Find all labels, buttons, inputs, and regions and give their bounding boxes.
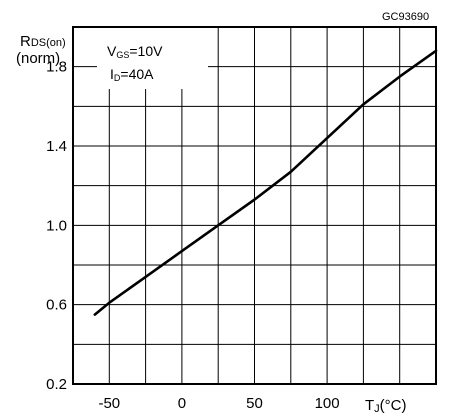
x-tick-label: 100 [315,395,340,412]
condition-vgs: VGS=10V [107,43,163,60]
x-tick-labels: -50 0 50 100 [98,395,339,412]
y-tick-label: 0.2 [46,376,67,393]
conditions-box [97,28,208,89]
condition-id: ID=40A [110,66,154,83]
figure-code: GC93690 [382,11,429,23]
y-axis-label-units: (norm) [16,50,60,67]
y-tick-label: 1.8 [46,59,67,76]
rds-on-curve [93,49,438,316]
x-tick-label: 50 [246,395,263,412]
x-axis-label: TJ(°C) [365,397,407,415]
plot-frame [72,26,437,385]
y-tick-labels: 0.2 0.6 1.0 1.4 1.8 [46,59,67,393]
y-tick-label: 1.4 [46,138,67,155]
x-tick-label: 0 [178,395,186,412]
x-tick-label: -50 [98,395,120,412]
y-tick-label: 0.6 [46,297,67,314]
y-axis-label: RDS(on) [20,33,66,50]
grid-lines [73,27,436,384]
y-tick-label: 1.0 [46,217,67,234]
